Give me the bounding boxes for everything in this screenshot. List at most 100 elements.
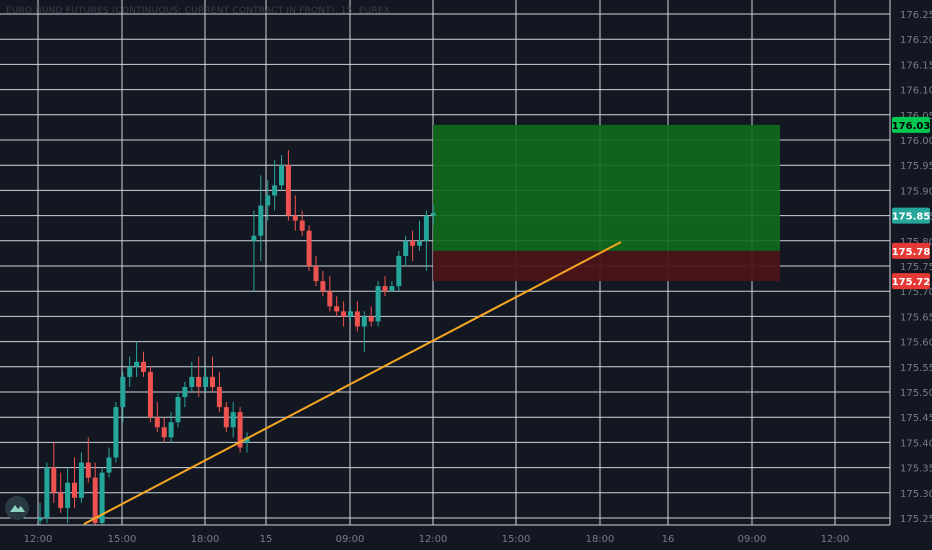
candle xyxy=(334,296,340,317)
price-tick-label: 175.30 xyxy=(900,489,932,500)
candle xyxy=(44,462,50,524)
price-tick-label: 176.15 xyxy=(900,60,932,71)
candle xyxy=(196,356,202,398)
candle-body xyxy=(341,311,347,317)
candle-body xyxy=(299,220,305,231)
candle xyxy=(37,502,43,526)
position-zones[interactable] xyxy=(433,124,780,282)
candle xyxy=(65,467,71,524)
price-labels: 176.03 175.85 175.78 175.72 xyxy=(892,116,931,290)
candle-body xyxy=(313,266,319,282)
price-tick-label: 176.10 xyxy=(900,86,932,97)
target-zone[interactable] xyxy=(433,124,780,251)
time-tick-label: 15:00 xyxy=(108,534,137,545)
candle xyxy=(417,220,422,251)
price-tick-label: 175.25 xyxy=(900,514,932,525)
trendline-segment[interactable] xyxy=(83,241,622,525)
price-label-box xyxy=(892,207,930,224)
time-tick-label: 15:00 xyxy=(502,534,531,545)
candle xyxy=(403,235,409,266)
candle xyxy=(127,356,133,387)
candle-body xyxy=(320,281,326,292)
candle xyxy=(189,361,195,392)
candle-body xyxy=(361,316,367,327)
candle-body xyxy=(423,215,429,241)
candle-body xyxy=(354,311,360,327)
candle xyxy=(306,225,312,272)
time-axis[interactable]: 12:00 15:00 18:00 15 09:00 12:00 15:00 18:00 16 0… xyxy=(0,524,932,550)
candle-body xyxy=(161,427,167,438)
candle xyxy=(147,366,153,423)
candle xyxy=(203,366,209,392)
candle-body xyxy=(410,240,416,246)
candle-body xyxy=(175,397,181,423)
candle-body xyxy=(382,286,388,292)
candle xyxy=(375,281,381,327)
candle-body xyxy=(430,213,436,216)
candle-body xyxy=(265,195,271,206)
price-tick-label: 175.50 xyxy=(900,388,932,399)
candle-body xyxy=(417,240,422,246)
price-label-entry: 175.78 xyxy=(892,242,931,259)
candle xyxy=(223,402,229,433)
candle-body xyxy=(92,477,98,524)
candle-body xyxy=(127,366,133,377)
symbol-title: EURO BUND FUTURES (CONTINUOUS: CURRENT C… xyxy=(6,6,391,16)
stop-loss-zone[interactable] xyxy=(433,250,780,282)
candle-body xyxy=(306,230,312,266)
candle xyxy=(113,402,119,463)
candle-body xyxy=(327,291,333,307)
time-tick-label: 18:00 xyxy=(586,534,615,545)
candle xyxy=(92,462,98,534)
candle-body xyxy=(210,376,215,387)
time-tick-label: 12:00 xyxy=(821,534,850,545)
price-tick-label: 175.60 xyxy=(900,338,932,349)
candle xyxy=(58,472,64,513)
trendline[interactable] xyxy=(83,241,622,525)
candle xyxy=(51,442,57,503)
candle-body xyxy=(230,412,236,428)
tradingview-logo-icon[interactable] xyxy=(5,496,29,520)
candle xyxy=(279,155,284,191)
price-label-text: 176.03 xyxy=(892,121,931,132)
candle-body xyxy=(389,286,395,292)
price-label-box xyxy=(892,116,930,133)
candle-body xyxy=(375,286,381,322)
time-tick-label: 09:00 xyxy=(738,534,767,545)
candle xyxy=(299,210,305,236)
candle xyxy=(72,457,77,508)
candle-body xyxy=(223,407,229,428)
price-label-text: 175.78 xyxy=(892,247,931,258)
price-tick-label: 175.65 xyxy=(900,312,932,323)
candle xyxy=(320,271,326,297)
candle-body xyxy=(272,185,278,196)
time-tick-label: 16 xyxy=(662,534,675,545)
candle-body xyxy=(154,417,160,428)
candle-body xyxy=(134,361,140,367)
candle-body xyxy=(334,306,340,312)
candle xyxy=(141,351,146,377)
price-tick-label: 175.35 xyxy=(900,464,932,475)
candle xyxy=(348,306,353,322)
time-tick-label: 09:00 xyxy=(336,534,365,545)
price-label-text: 175.72 xyxy=(892,277,931,288)
time-tick-label: 12:00 xyxy=(24,534,53,545)
time-tick-label: 18:00 xyxy=(191,534,220,545)
candle-body xyxy=(120,376,126,408)
price-tick-label: 175.80 xyxy=(900,237,932,248)
price-tick-label: 176.25 xyxy=(900,10,932,21)
candle xyxy=(216,371,222,413)
candle-body xyxy=(396,255,402,287)
candle-body xyxy=(44,467,50,518)
candle xyxy=(99,467,105,534)
candle-body xyxy=(258,205,264,236)
candle xyxy=(285,150,291,221)
candle-body xyxy=(292,215,298,221)
candle xyxy=(161,417,167,443)
candle xyxy=(168,412,174,443)
candle xyxy=(175,392,181,428)
candle-body xyxy=(216,386,222,408)
candle-body xyxy=(51,467,57,493)
candle-body xyxy=(244,437,250,443)
